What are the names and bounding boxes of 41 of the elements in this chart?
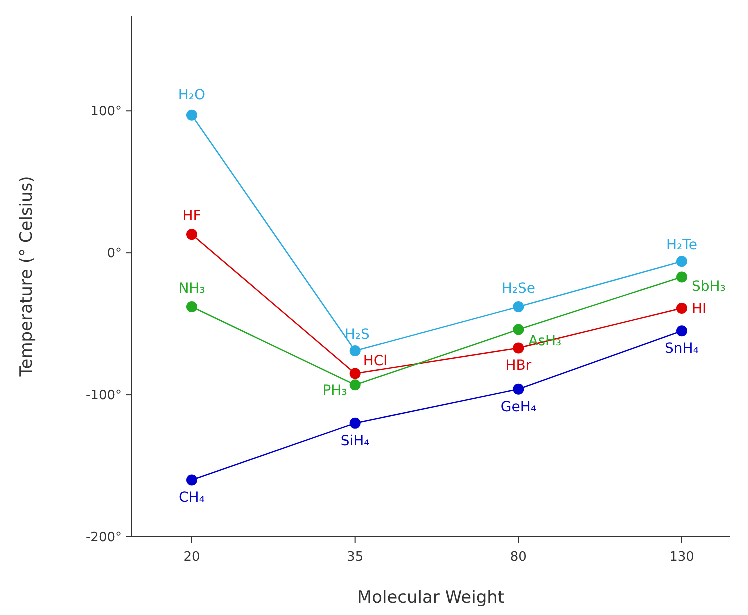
annotation: HI xyxy=(692,301,707,318)
point xyxy=(350,380,361,391)
annotation: GeH₄ xyxy=(500,399,537,416)
annotation: H₂S xyxy=(344,327,370,344)
point xyxy=(186,474,198,486)
x-tick-label: 20 xyxy=(184,550,200,565)
annotation: NH₃ xyxy=(178,281,206,298)
annotation: CH₄ xyxy=(179,490,206,506)
y-tick-label: -100° xyxy=(86,388,122,404)
point xyxy=(676,272,688,283)
annotation: SbH₃ xyxy=(692,279,726,296)
point xyxy=(676,326,688,337)
y-axis-title: Temperature (° Celsius) xyxy=(17,176,37,378)
point xyxy=(513,384,524,395)
point xyxy=(676,256,688,268)
point xyxy=(350,346,361,357)
annotation: PH₃ xyxy=(322,383,348,400)
point xyxy=(350,418,361,429)
point xyxy=(186,229,198,240)
annotation: SiH₄ xyxy=(340,433,370,450)
y-tick-label: 100° xyxy=(90,104,122,120)
annotation: H₂Te xyxy=(666,238,698,254)
annotation: HF xyxy=(182,208,202,225)
x-tick-label: 80 xyxy=(510,550,527,565)
point xyxy=(186,110,198,121)
point xyxy=(513,342,524,354)
point xyxy=(676,302,688,314)
annotation: HCl xyxy=(363,354,388,370)
point xyxy=(186,302,198,313)
x-tick-label: 130 xyxy=(670,550,694,565)
point xyxy=(350,368,361,380)
x-tick-label: 35 xyxy=(347,550,364,565)
annotation: H₂O xyxy=(178,87,206,104)
y-tick-label: -200° xyxy=(86,530,122,546)
annotation: H₂Se xyxy=(502,281,536,298)
annotation: SnH₄ xyxy=(665,341,700,358)
x-axis-title: Molecular Weight xyxy=(357,588,505,608)
point xyxy=(513,324,524,336)
y-tick-label: 0° xyxy=(107,246,122,262)
annotation: HBr xyxy=(506,358,532,374)
point xyxy=(513,302,524,313)
